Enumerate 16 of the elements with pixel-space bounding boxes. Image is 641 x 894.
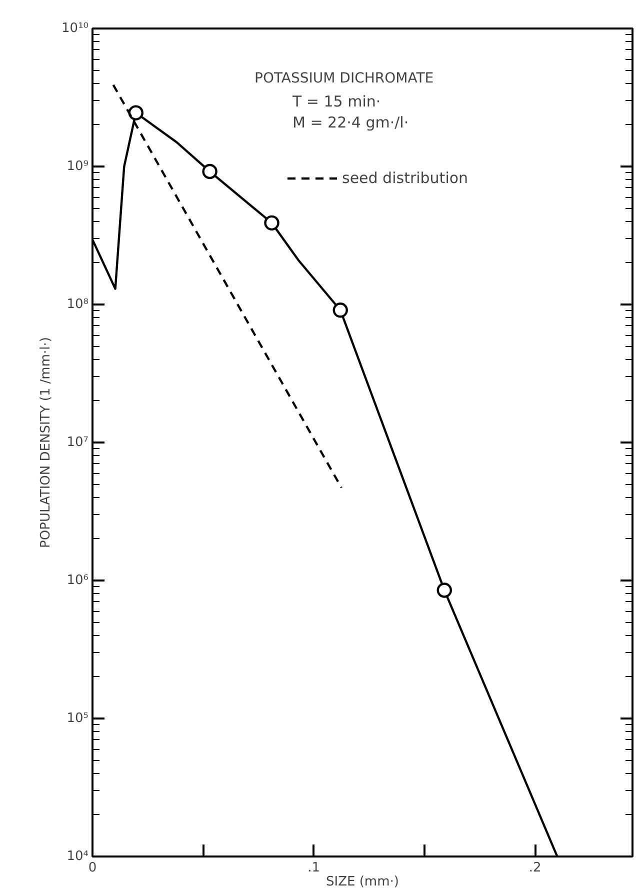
x-tick-label: 0	[88, 860, 97, 876]
annotation: POTASSIUM DICHROMATE	[254, 70, 434, 86]
y-tick-label: 10⁶	[66, 573, 89, 588]
annotation: T = 15 min·	[292, 92, 381, 110]
x-tick-label: .2	[528, 860, 542, 876]
legend-label: seed distribution	[342, 169, 468, 187]
y-tick-label: 10⁴	[66, 849, 89, 864]
y-tick-label: 10¹⁰	[62, 21, 89, 36]
y-tick-label: 10⁹	[66, 159, 89, 174]
y-axis-title: POPULATION DENSITY (1 /mm·l·)	[38, 337, 54, 548]
y-tick-label: 10⁵	[66, 711, 89, 726]
x-axis-title: SIZE (mm·)	[326, 874, 399, 890]
y-tick-label: 10⁷	[66, 435, 89, 450]
x-tick-label: .1	[308, 860, 320, 876]
y-tick-label: 10⁸	[66, 297, 89, 312]
annotation: M = 22·4 gm·/l·	[292, 114, 409, 132]
